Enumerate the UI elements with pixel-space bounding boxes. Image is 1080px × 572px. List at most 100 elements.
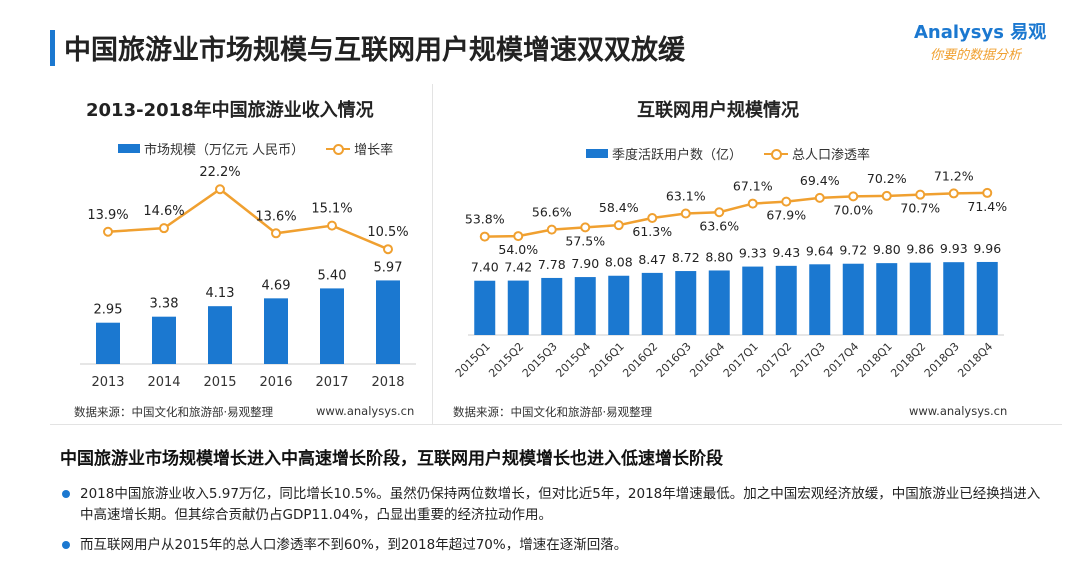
bar	[320, 288, 344, 364]
bar-value-label: 7.40	[471, 260, 499, 275]
line-value-label: 70.2%	[867, 171, 907, 186]
right-chart-site: www.analysys.cn	[909, 404, 1008, 418]
line-value-label: 13.9%	[87, 208, 128, 223]
bar-value-label: 4.69	[262, 278, 291, 293]
x-tick-label: 2015Q4	[553, 340, 593, 380]
conclusion-bullet: 而互联网用户从2015年的总人口渗透率不到60%，到2018年超过70%，增速在…	[62, 535, 1042, 556]
x-tick-label: 2014	[147, 375, 180, 390]
left-chart-site: www.analysys.cn	[316, 404, 415, 418]
x-tick-label: 2017Q4	[821, 340, 861, 380]
line-point	[383, 244, 393, 255]
line-value-label: 71.4%	[967, 199, 1007, 214]
x-tick-label: 2018Q3	[922, 340, 962, 380]
bar	[876, 263, 898, 335]
line-point	[613, 220, 624, 231]
bar	[842, 263, 864, 335]
bar-value-label: 9.86	[906, 242, 934, 257]
line-value-label: 70.0%	[833, 202, 873, 217]
bar	[641, 272, 663, 335]
conclusion-heading: 中国旅游业市场规模增长进入中高速增长阶段，互联网用户规模增长也进入低速增长阶段	[60, 449, 723, 469]
bullet-text: 而互联网用户从2015年的总人口渗透率不到60%，到2018年超过70%，增速在…	[80, 537, 628, 553]
bar	[264, 298, 288, 364]
bar-value-label: 9.72	[839, 243, 867, 258]
bar	[675, 271, 697, 335]
legend-line-swatch	[764, 148, 789, 160]
x-tick-label: 2016Q3	[654, 340, 694, 380]
logo-slogan: 你要的数据分析	[930, 48, 1022, 63]
bar-value-label: 9.43	[772, 245, 800, 260]
bar	[574, 277, 596, 335]
line-value-label: 67.9%	[766, 208, 806, 223]
left-chart-legend: 市场规模（万亿元 人民币） 增长率	[118, 139, 393, 158]
bar-value-label: 7.90	[571, 256, 599, 271]
line-value-label: 71.2%	[934, 168, 974, 183]
bar-value-label: 8.80	[705, 249, 733, 264]
line-point	[103, 226, 113, 237]
line-point	[714, 207, 725, 218]
x-tick-label: 2016Q1	[587, 340, 627, 380]
line-point	[814, 192, 825, 203]
line-value-label: 15.1%	[311, 202, 352, 217]
bar-value-label: 9.96	[973, 241, 1001, 256]
x-tick-label: 2016	[259, 375, 292, 390]
legend-bar-label: 季度活跃用户数（亿）	[612, 148, 743, 163]
legend-bar-swatch	[118, 144, 140, 153]
line-point	[747, 198, 758, 209]
line-value-label: 57.5%	[565, 233, 605, 248]
x-tick-label: 2018	[371, 375, 404, 390]
title-accent-bar	[50, 30, 55, 66]
bar	[708, 270, 730, 335]
line-point	[327, 220, 337, 231]
line-point	[781, 196, 792, 207]
bar	[943, 262, 965, 335]
line-point	[680, 208, 691, 219]
line-point	[479, 231, 490, 242]
line-value-label: 13.6%	[255, 209, 296, 224]
line-point	[948, 188, 959, 199]
x-tick-label: 2018Q4	[955, 340, 995, 380]
bar-value-label: 8.08	[605, 255, 633, 270]
legend-line-label: 增长率	[354, 143, 394, 158]
bar-value-label: 9.93	[940, 241, 968, 256]
bar	[809, 264, 831, 335]
x-tick-label: 2017Q3	[788, 340, 828, 380]
bar-value-label: 7.78	[538, 257, 566, 272]
bar-value-label: 5.40	[318, 268, 347, 283]
line-value-label: 67.1%	[733, 179, 773, 194]
line-value-label: 69.4%	[800, 173, 840, 188]
bar	[608, 275, 630, 335]
line-point	[580, 222, 591, 233]
line-point	[982, 187, 993, 198]
bar-value-label: 8.47	[638, 252, 666, 267]
chart-divider	[432, 84, 433, 424]
line-value-label: 22.2%	[199, 165, 240, 180]
right-chart-legend: 季度活跃用户数（亿） 总人口渗透率	[586, 144, 870, 163]
line-value-label: 10.5%	[367, 225, 408, 240]
line-point	[513, 231, 524, 242]
line-series	[107, 187, 389, 251]
x-tick-label: 2015Q3	[520, 340, 560, 380]
line-value-label: 70.7%	[900, 201, 940, 216]
logo-text: Analysys 易观	[914, 22, 1047, 43]
legend-line-swatch	[326, 143, 351, 155]
line-point	[647, 212, 658, 223]
x-tick-label: 2016Q4	[687, 340, 727, 380]
line-point	[546, 224, 557, 235]
line-point	[915, 189, 926, 200]
left-chart-source: 数据来源：中国文化和旅游部·易观整理	[74, 405, 274, 419]
x-tick-label: 2015Q2	[486, 340, 526, 380]
x-tick-label: 2015	[203, 375, 236, 390]
x-tick-label: 2017Q1	[721, 340, 761, 380]
x-tick-label: 2018Q2	[888, 340, 928, 380]
line-value-label: 58.4%	[599, 200, 639, 215]
x-tick-label: 2018Q1	[855, 340, 895, 380]
bar	[976, 261, 998, 335]
line-point	[848, 191, 859, 202]
analysys-logo: Analysys 易观 你要的数据分析	[914, 18, 1064, 68]
right-chart-title: 互联网用户规模情况	[637, 100, 799, 121]
bar-value-label: 4.13	[206, 286, 235, 301]
bar	[96, 322, 120, 364]
legend-bar-label: 市场规模（万亿元 人民币）	[144, 143, 305, 158]
